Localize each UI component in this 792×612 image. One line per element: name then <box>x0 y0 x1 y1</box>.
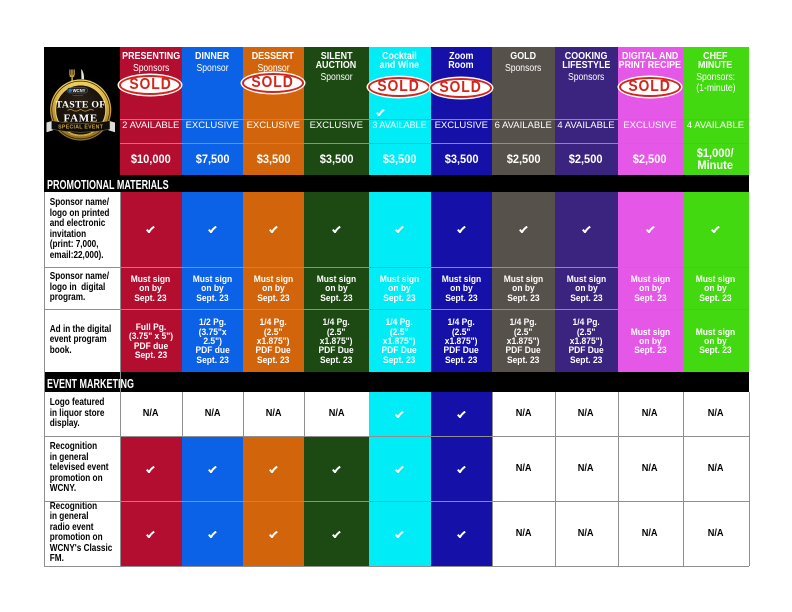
svg-text:FAME: FAME <box>64 112 98 124</box>
svg-text:connected: connected <box>72 94 83 97</box>
svg-text:TASTE OF: TASTE OF <box>56 99 106 110</box>
svg-text:WCNY: WCNY <box>73 88 86 93</box>
svg-text:SPECIAL EVENT: SPECIAL EVENT <box>58 125 104 131</box>
